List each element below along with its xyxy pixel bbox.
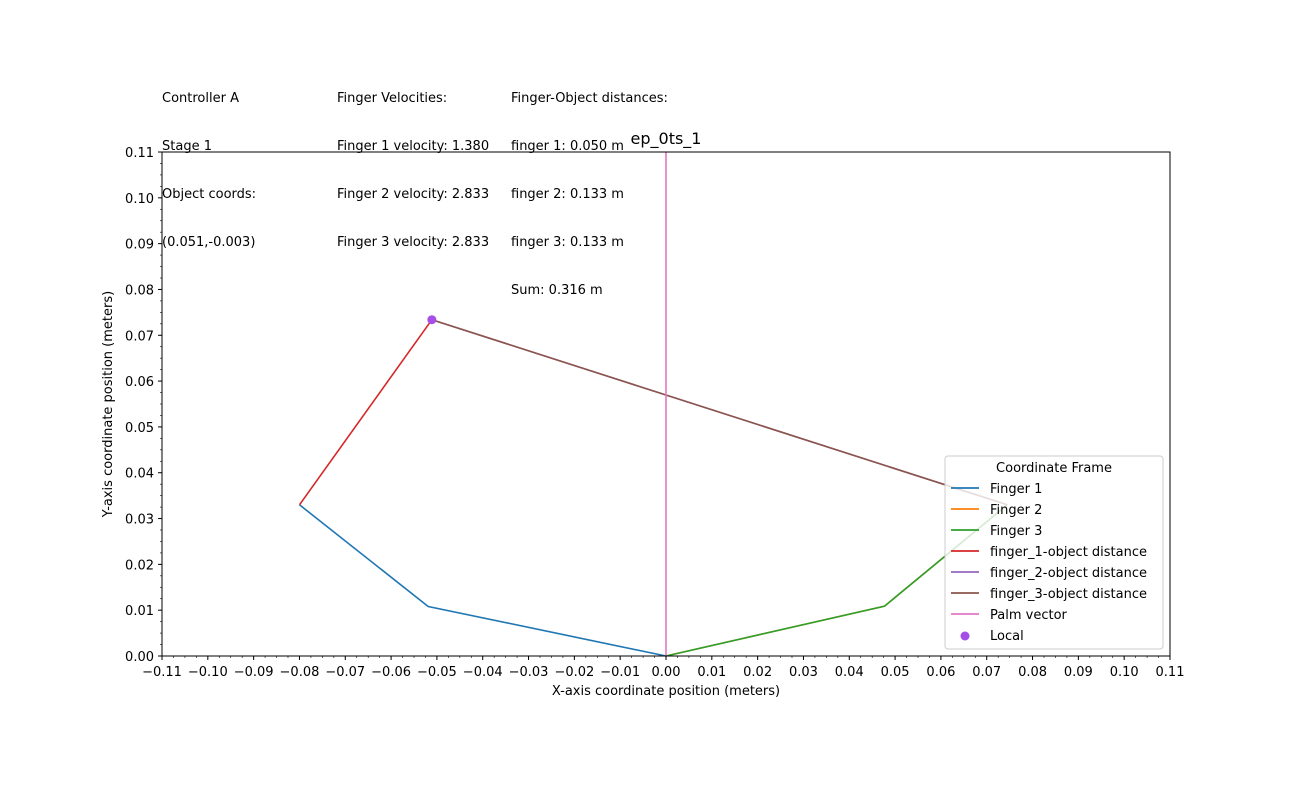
x-tick-label: 0.09 <box>1064 665 1093 680</box>
local-point <box>427 315 437 325</box>
legend-label: Finger 3 <box>990 524 1042 539</box>
x-tick-label: −0.11 <box>142 665 182 680</box>
legend-label: Finger 1 <box>990 482 1042 497</box>
x-tick-label: −0.07 <box>325 665 365 680</box>
finger-2-velocity: Finger 2 velocity: 2.833 <box>337 187 490 202</box>
y-tick-label: 0.08 <box>125 283 154 298</box>
y-tick-label: 0.06 <box>125 375 154 390</box>
finger-1-distance: finger 1: 0.050 m <box>511 139 624 154</box>
finger-3-distance: finger 3: 0.133 m <box>511 235 624 250</box>
y-tick-label: 0.00 <box>125 650 154 665</box>
series-finger-3-object-distance <box>431 318 1008 506</box>
x-tick-label: 0.06 <box>926 665 955 680</box>
x-tick-label: −0.08 <box>280 665 320 680</box>
y-tick-label: 0.11 <box>125 146 154 161</box>
x-tick-label: 0.01 <box>697 665 726 680</box>
x-tick-label: 0.10 <box>1110 665 1139 680</box>
x-tick-label: 0.07 <box>972 665 1001 680</box>
x-axis-ticks: −0.11 −0.10 −0.09 −0.08 −0.07 −0.06 −0.05 −0.04… <box>142 656 1184 680</box>
x-tick-label: −0.10 <box>188 665 228 680</box>
velocity-heading: Finger Velocities: <box>337 91 448 106</box>
x-tick-label: 0.02 <box>743 665 772 680</box>
x-tick-label: −0.04 <box>463 665 503 680</box>
legend-label: finger_2-object distance <box>990 566 1147 581</box>
object-coords-value: (0.051,-0.003) <box>162 235 256 250</box>
x-tick-label: −0.09 <box>234 665 274 680</box>
plot-area-frame <box>161 151 1171 657</box>
info-distance-column: Finger-Object distances: finger 1: 0.050… <box>511 59 668 315</box>
stage-label: Stage 1 <box>162 139 212 154</box>
y-tick-label: 0.02 <box>125 558 154 573</box>
legend-title: Coordinate Frame <box>996 461 1112 476</box>
legend-swatch <box>960 631 970 641</box>
y-tick-label: 0.09 <box>125 238 154 253</box>
y-tick-label: 0.01 <box>125 604 154 619</box>
x-tick-label: 0.00 <box>652 665 681 680</box>
controller-label: Controller A <box>162 91 239 106</box>
x-tick-label: −0.05 <box>417 665 457 680</box>
x-tick-label: 0.08 <box>1018 665 1047 680</box>
legend-label: finger_1-object distance <box>990 545 1147 560</box>
legend-label: Local <box>990 629 1024 644</box>
finger-1-velocity: Finger 1 velocity: 1.380 <box>337 139 490 154</box>
x-axis-label: X-axis coordinate position (meters) <box>552 684 780 699</box>
x-tick-label: −0.03 <box>509 665 549 680</box>
plot-series-group <box>298 152 1008 657</box>
x-tick-label: −0.06 <box>371 665 411 680</box>
legend-label: Palm vector <box>990 608 1068 623</box>
finger-3-velocity: Finger 3 velocity: 2.833 <box>337 235 490 250</box>
legend-label: Finger 2 <box>990 503 1042 518</box>
info-velocity-column: Finger Velocities: Finger 1 velocity: 1.… <box>337 59 489 267</box>
legend-items: Finger 1 Finger 2 Finger 3 finger_1-object … <box>951 482 1147 644</box>
finger-2-distance: finger 2: 0.133 m <box>511 187 624 202</box>
x-tick-label: 0.04 <box>835 665 864 680</box>
legend-label: finger_3-object distance <box>990 587 1147 602</box>
y-tick-label: 0.05 <box>125 421 154 436</box>
x-tick-label: 0.05 <box>881 665 910 680</box>
x-tick-label: −0.01 <box>600 665 640 680</box>
chart-title: ep_0ts_1 <box>631 129 702 149</box>
y-axis-ticks: 0.00 0.01 0.02 0.03 0.04 0.05 0.06 0.07 0.08 0.09… <box>125 146 162 665</box>
legend-box <box>944 455 1164 650</box>
distance-heading: Finger-Object distances: <box>511 91 668 106</box>
distance-sum: Sum: 0.316 m <box>511 283 603 298</box>
y-tick-label: 0.04 <box>125 467 154 482</box>
series-finger-1 <box>299 504 667 657</box>
y-tick-label: 0.10 <box>125 192 154 207</box>
info-controller-column: Controller A Stage 1 Object coords: (0.0… <box>162 59 256 267</box>
series-finger-1-object-distance <box>298 319 433 506</box>
x-tick-label: 0.11 <box>1156 665 1185 680</box>
y-tick-label: 0.03 <box>125 513 154 528</box>
y-axis-label: Y-axis coordinate position (meters) <box>101 291 116 518</box>
y-tick-label: 0.07 <box>125 329 154 344</box>
x-tick-label: 0.03 <box>789 665 818 680</box>
object-coords-heading: Object coords: <box>162 187 257 202</box>
x-tick-label: −0.02 <box>554 665 594 680</box>
